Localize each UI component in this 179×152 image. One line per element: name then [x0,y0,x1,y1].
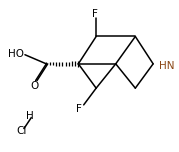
Text: F: F [76,104,82,114]
Text: F: F [92,9,98,19]
Text: HN: HN [159,61,175,71]
Text: HO: HO [8,49,24,59]
Text: O: O [31,81,39,91]
Text: H: H [26,111,34,121]
Text: Cl: Cl [16,126,26,136]
